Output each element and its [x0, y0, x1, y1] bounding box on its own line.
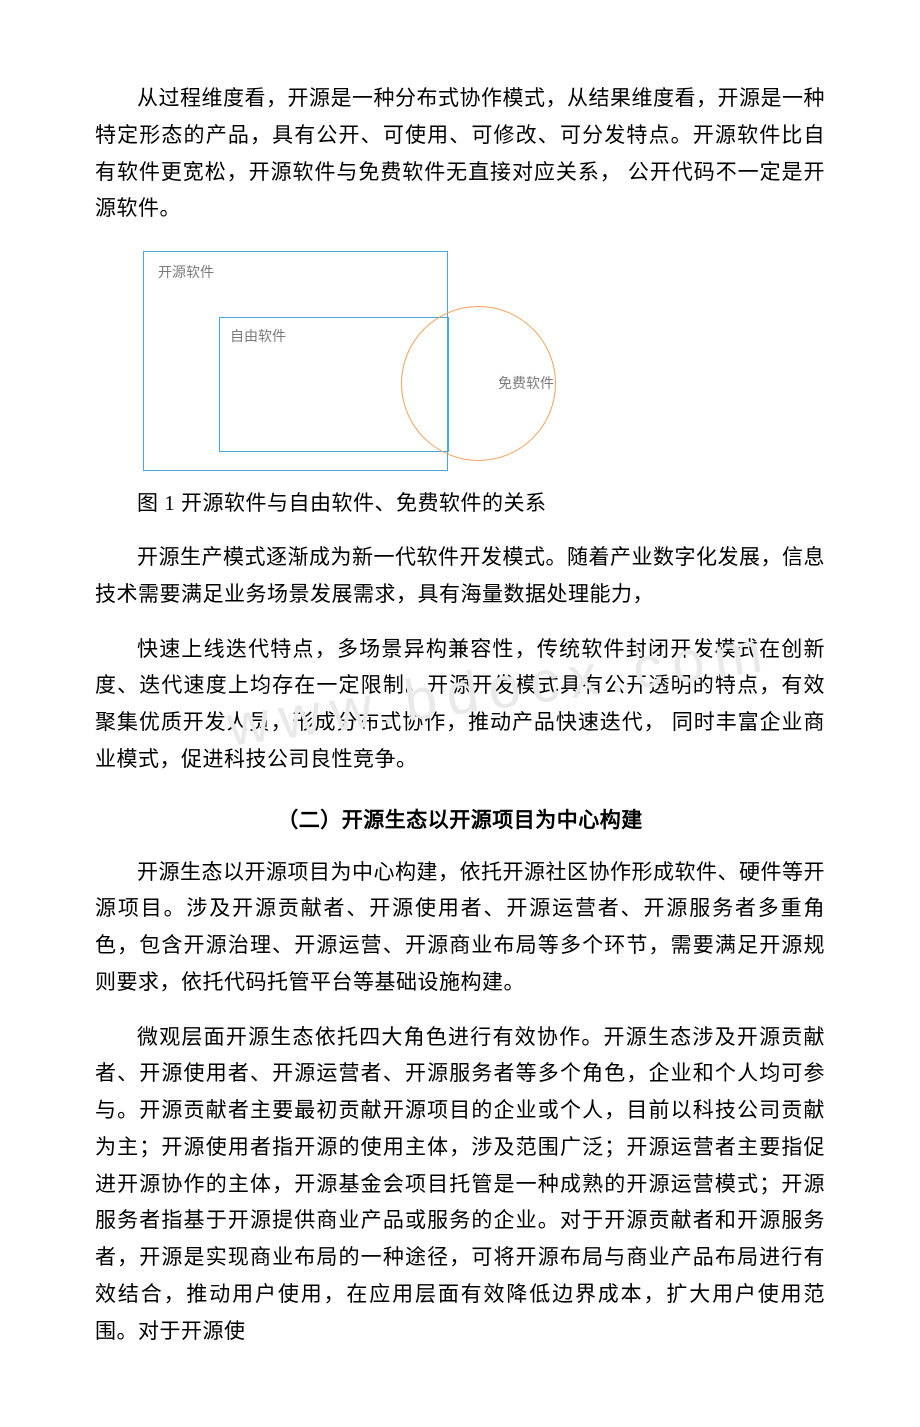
paragraph-4: 开源生态以开源项目为中心构建，依托开源社区协作形成软件、硬件等开源项目。涉及开源… [95, 854, 825, 1001]
document-page: 从过程维度看，开源是一种分布式协作模式，从结果维度看，开源是一种特定形态的产品，… [95, 80, 825, 1349]
paragraph-5: 微观层面开源生态依托四大角色进行有效协作。开源生态涉及开源贡献者、开源使用者、开… [95, 1019, 825, 1350]
section-heading: （二）开源生态以开源项目为中心构建 [95, 804, 825, 834]
outer-box-label: 开源软件 [158, 262, 214, 282]
circle-label: 免费软件 [498, 373, 554, 393]
outer-box: 开源软件 自由软件 [143, 251, 448, 471]
paragraph-3: 快速上线迭代特点，多场景异构兼容性，传统软件封闭开发模式在创新度、迭代速度上均存… [95, 631, 825, 778]
paragraph-1: 从过程维度看，开源是一种分布式协作模式，从结果维度看，开源是一种特定形态的产品，… [95, 80, 825, 227]
inner-box-label: 自由软件 [230, 326, 286, 346]
figure-caption: 图 1 开源软件与自由软件、免费软件的关系 [95, 487, 825, 517]
venn-diagram: 开源软件 自由软件 免费软件 [143, 251, 603, 471]
paragraph-2: 开源生产模式逐渐成为新一代软件开发模式。随着产业数字化发展，信息技术需要满足业务… [95, 539, 825, 613]
